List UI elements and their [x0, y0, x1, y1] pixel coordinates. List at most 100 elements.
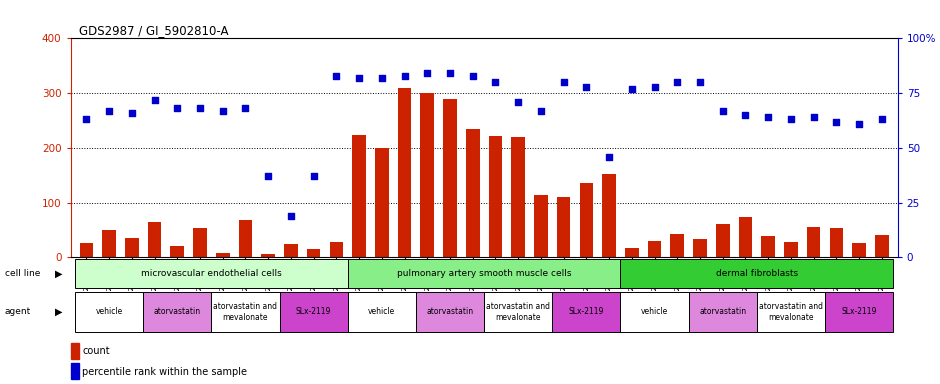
Point	[443, 70, 458, 76]
Bar	[648, 242, 662, 257]
Text: atorvastatin and
mevalonate: atorvastatin and mevalonate	[213, 302, 277, 322]
Point	[374, 75, 389, 81]
Point	[556, 79, 572, 85]
Point	[79, 116, 94, 122]
Point	[829, 119, 844, 125]
Bar	[784, 242, 798, 257]
Bar	[689, 292, 757, 332]
Bar	[466, 129, 479, 257]
Bar	[420, 93, 434, 257]
Bar	[375, 148, 388, 257]
Bar	[761, 237, 775, 257]
Bar	[125, 238, 139, 257]
Point	[579, 83, 594, 89]
Bar	[716, 225, 729, 257]
Text: atorvastatin: atorvastatin	[154, 308, 201, 316]
Text: vehicle: vehicle	[641, 308, 668, 316]
Text: percentile rank within the sample: percentile rank within the sample	[83, 367, 247, 377]
Bar	[556, 197, 571, 257]
Bar	[148, 222, 162, 257]
Text: agent: agent	[5, 308, 31, 316]
Bar	[306, 249, 321, 257]
Bar	[102, 230, 116, 257]
Bar	[443, 99, 457, 257]
Text: atorvastatin: atorvastatin	[699, 308, 746, 316]
Bar	[580, 183, 593, 257]
Text: atorvastatin and
mevalonate: atorvastatin and mevalonate	[759, 302, 822, 322]
Bar	[757, 292, 825, 332]
Point	[260, 173, 275, 179]
Bar	[620, 292, 689, 332]
Bar	[829, 228, 843, 257]
Bar	[261, 254, 275, 257]
Bar	[398, 88, 412, 257]
Point	[284, 213, 299, 219]
Text: GDS2987 / GI_5902810-A: GDS2987 / GI_5902810-A	[79, 24, 228, 37]
Point	[874, 116, 889, 122]
Bar	[330, 242, 343, 257]
Bar	[415, 292, 484, 332]
Point	[147, 97, 162, 103]
Point	[602, 154, 617, 160]
Bar	[739, 217, 752, 257]
Bar	[807, 227, 821, 257]
Bar	[279, 292, 348, 332]
Bar	[75, 292, 143, 332]
Bar	[239, 220, 252, 257]
Bar	[194, 228, 207, 257]
Bar	[853, 243, 866, 257]
Text: SLx-2119: SLx-2119	[569, 308, 604, 316]
Text: ▶: ▶	[55, 268, 62, 279]
Text: dermal fibroblasts: dermal fibroblasts	[715, 269, 798, 278]
Bar	[170, 247, 184, 257]
Point	[397, 73, 412, 79]
Point	[102, 108, 117, 114]
Point	[624, 86, 639, 92]
Point	[807, 114, 822, 120]
Bar	[534, 195, 548, 257]
Bar	[670, 234, 684, 257]
Point	[465, 73, 480, 79]
Bar	[620, 259, 893, 288]
Bar	[489, 136, 502, 257]
Bar	[484, 292, 553, 332]
Bar	[70, 363, 79, 379]
Bar	[75, 259, 348, 288]
Point	[738, 112, 753, 118]
Point	[352, 75, 367, 81]
Point	[488, 79, 503, 85]
Bar	[80, 243, 93, 257]
Bar	[603, 174, 616, 257]
Bar	[693, 239, 707, 257]
Text: pulmonary artery smooth muscle cells: pulmonary artery smooth muscle cells	[397, 269, 572, 278]
Point	[693, 79, 708, 85]
Bar	[70, 343, 79, 359]
Bar	[284, 243, 298, 257]
Point	[760, 114, 776, 120]
Text: vehicle: vehicle	[96, 308, 123, 316]
Bar	[352, 135, 366, 257]
Text: count: count	[83, 346, 110, 356]
Bar	[348, 259, 620, 288]
Bar	[625, 248, 638, 257]
Bar	[825, 292, 893, 332]
Point	[124, 110, 139, 116]
Text: SLx-2119: SLx-2119	[296, 308, 331, 316]
Point	[306, 173, 321, 179]
Point	[533, 108, 548, 114]
Text: ▶: ▶	[55, 307, 62, 317]
Point	[715, 108, 730, 114]
Text: SLx-2119: SLx-2119	[841, 308, 877, 316]
Point	[170, 105, 185, 111]
Point	[215, 108, 230, 114]
Point	[852, 121, 867, 127]
Point	[510, 99, 525, 105]
Point	[669, 79, 684, 85]
Bar	[553, 292, 620, 332]
Bar	[212, 292, 279, 332]
Text: microvascular endothelial cells: microvascular endothelial cells	[141, 269, 282, 278]
Text: cell line: cell line	[5, 269, 40, 278]
Bar	[216, 253, 229, 257]
Point	[647, 83, 662, 89]
Bar	[348, 292, 415, 332]
